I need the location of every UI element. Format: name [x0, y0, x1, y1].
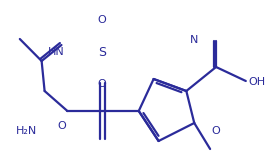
- Text: HN: HN: [48, 47, 65, 57]
- Text: S: S: [98, 45, 106, 59]
- Text: N: N: [190, 35, 198, 45]
- Text: O: O: [212, 126, 220, 136]
- Text: OH: OH: [249, 77, 266, 87]
- Text: O: O: [98, 15, 106, 25]
- Text: O: O: [98, 79, 106, 89]
- Text: O: O: [57, 121, 66, 131]
- Text: H₂N: H₂N: [16, 126, 37, 136]
